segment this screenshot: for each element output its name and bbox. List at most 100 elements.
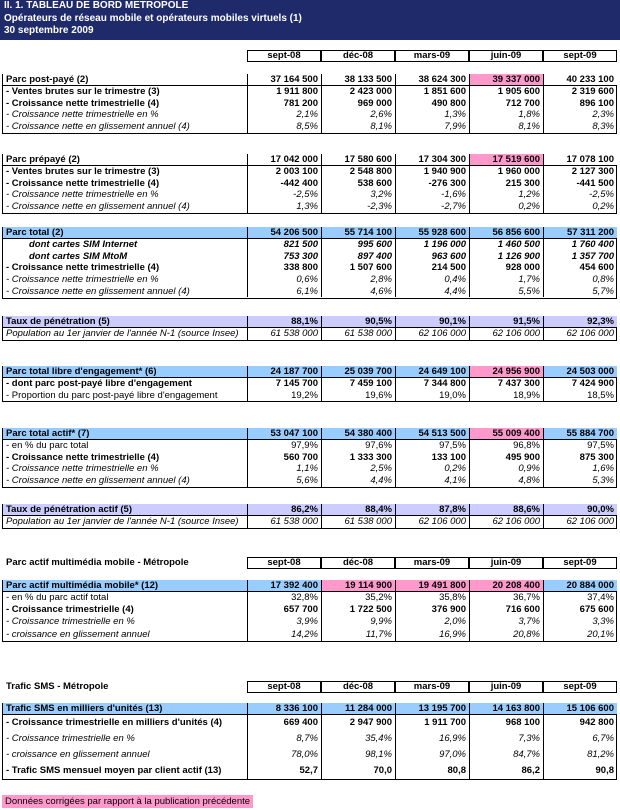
row-value: -441 500 — [543, 177, 617, 190]
column-header: sept-09 — [543, 50, 617, 62]
section-label: Parc total actif* (7) — [3, 428, 247, 440]
row-value: 1 460 500 — [469, 239, 543, 251]
section-value: 86,2% — [247, 504, 321, 516]
row-label: - Croissance nette trimestrielle en % — [6, 109, 159, 121]
row-value: 1 126 900 — [469, 250, 543, 263]
row-value: 4,6% — [321, 285, 395, 298]
row-value: 995 600 — [321, 239, 395, 251]
row-value: 4,4% — [321, 475, 395, 487]
row-label: dont cartes SIM Internet — [29, 239, 138, 250]
column-header: sept-09 — [543, 557, 617, 569]
row-value: 11,7% — [321, 628, 395, 641]
row-value: 8,1% — [321, 121, 395, 133]
column-header: mars-09 — [395, 681, 469, 693]
row-value: 1 333 300 — [321, 451, 395, 464]
row-label: - Croissance nette trimestrielle (4) — [6, 97, 160, 109]
title-banner: II. 1. TABLEAU DE BORD METROPOLE Opérate… — [0, 0, 620, 40]
section-value: 20 884 000 — [543, 580, 617, 592]
row-value: 1 357 700 — [543, 250, 617, 263]
row-value: 896 100 — [543, 97, 617, 110]
row-value: 0,2% — [543, 201, 617, 213]
row-value: 6,1% — [247, 285, 321, 298]
row-value: 338 800 — [247, 262, 321, 275]
column-header: déc-08 — [321, 50, 395, 62]
row-value: 1,1% — [247, 463, 321, 476]
row-value: 2,6% — [321, 109, 395, 122]
row-value: 7 424 900 — [543, 378, 617, 390]
row-value: 1 507 600 — [321, 262, 395, 275]
row-value: 80,8 — [395, 763, 469, 779]
section-value: 90,0% — [543, 504, 617, 516]
section-value: 17 078 100 — [543, 154, 617, 166]
row-value: 4,8% — [469, 475, 543, 487]
row-value: 215 300 — [469, 177, 543, 190]
row-value: 98,1% — [321, 747, 395, 763]
row-label: - Croissance trimestrielle en milliers d… — [6, 717, 223, 728]
row-value: 8,7% — [247, 731, 321, 747]
section-value: 8 336 100 — [247, 703, 321, 715]
section-value: 17 042 000 — [247, 154, 321, 166]
row-value: 560 700 — [247, 451, 321, 464]
column-header: juin-09 — [469, 557, 543, 569]
footer-note: Données corrigées par rapport à la publi… — [2, 795, 254, 808]
section-value: 38 624 300 — [395, 74, 469, 86]
section-value: 55 009 400 — [469, 428, 543, 440]
section-label: Parc prépayé (2) — [3, 154, 247, 166]
title-line: Opérateurs de réseau mobile et opérateur… — [4, 12, 302, 24]
row-value: 928 000 — [469, 262, 543, 275]
section-value: 24 503 000 — [543, 366, 617, 378]
row-value: 62 106 000 — [543, 328, 617, 340]
row-value: 61 538 000 — [247, 328, 321, 340]
row-value: 8,5% — [247, 121, 321, 133]
row-value: 36,7% — [469, 592, 543, 605]
section-value: 19 114 900 — [321, 580, 395, 592]
row-value: 97,6% — [321, 440, 395, 452]
section-value: 53 047 100 — [247, 428, 321, 440]
row-value: 78,0% — [247, 747, 321, 763]
row-label: - Croissance nette trimestrielle (4) — [6, 451, 160, 463]
row-value: 19,0% — [395, 389, 469, 402]
row-label: Population au 1er janvier de l'année N-1… — [6, 516, 239, 527]
row-value: 1 851 600 — [395, 86, 469, 98]
row-value: 19,6% — [321, 389, 395, 402]
row-label: - Ventes brutes sur le trimestre (3) — [6, 166, 160, 177]
row-value: 18,5% — [543, 389, 617, 402]
row-value: 35,4% — [321, 731, 395, 747]
section-label: Taux de pénétration (5) — [3, 316, 247, 328]
row-value: 2 548 800 — [321, 166, 395, 178]
section-value: 90,5% — [321, 316, 395, 328]
row-label: dont cartes SIM MtoM — [29, 250, 128, 262]
section-value: 17 304 300 — [395, 154, 469, 166]
row-value: 7 459 100 — [321, 378, 395, 390]
row-value: 16,9% — [395, 628, 469, 641]
row-label: - Croissance nette trimestrielle (4) — [6, 262, 160, 274]
row-value: 1,2% — [469, 189, 543, 202]
row-value: -1,6% — [395, 189, 469, 202]
row-value: 942 800 — [543, 715, 617, 731]
row-value: 1 911 800 — [247, 86, 321, 98]
row-value: 1 760 400 — [543, 239, 617, 251]
section-label: Parc total libre d'engagement* (6) — [3, 366, 247, 378]
row-value: 2,1% — [247, 109, 321, 122]
row-value: 5,6% — [247, 475, 321, 487]
section-value: 88,4% — [321, 504, 395, 516]
row-value: 495 900 — [469, 451, 543, 464]
row-value: 97,9% — [247, 440, 321, 452]
row-value: 62 106 000 — [543, 516, 617, 528]
row-value: 35,8% — [395, 592, 469, 605]
row-value: 81,2% — [543, 747, 617, 763]
row-value: 62 106 000 — [469, 516, 543, 528]
row-value: 7,9% — [395, 121, 469, 133]
row-value: 62 106 000 — [469, 328, 543, 340]
row-value: 86,2 — [469, 763, 543, 779]
section-value: 54 380 400 — [321, 428, 395, 440]
row-value: 62 106 000 — [395, 516, 469, 528]
row-value: -276 300 — [395, 177, 469, 190]
section-value: 90,1% — [395, 316, 469, 328]
section-value: 55 928 600 — [395, 227, 469, 239]
row-value: 2,0% — [395, 616, 469, 629]
row-label: - Croissance nette trimestrielle en % — [6, 463, 159, 475]
row-value: 14,2% — [247, 628, 321, 641]
section-value: 24 649 100 — [395, 366, 469, 378]
section-value: 17 580 600 — [321, 154, 395, 166]
